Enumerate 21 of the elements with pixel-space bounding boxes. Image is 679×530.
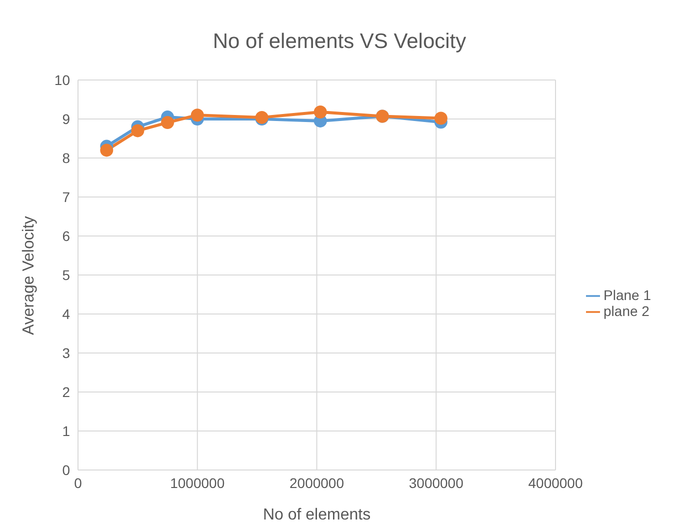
y-tick-label: 7 (62, 188, 70, 205)
y-tick-label: 9 (62, 110, 70, 127)
y-tick-label: 0 (62, 462, 70, 478)
y-tick-label: 3 (62, 344, 70, 361)
y-axis-title: Average Velocity (20, 216, 38, 335)
x-tick-label: 1000000 (170, 474, 225, 491)
x-axis-title: No of elements (262, 506, 371, 524)
legend-label: Plane 1 (604, 286, 651, 303)
y-tick-label: 6 (62, 228, 70, 244)
y-tick-label: 4 (62, 306, 70, 322)
x-tick-label: 2000000 (290, 474, 344, 491)
legend-label: plane 2 (604, 303, 650, 319)
y-tick-label: 1 (62, 422, 70, 439)
y-tick-label: 10 (54, 72, 70, 88)
y-tick-label: 5 (62, 266, 70, 283)
x-tick-label: 0 (74, 474, 82, 491)
chart-title: No of elements VS Velocity (212, 29, 468, 55)
y-tick-label: 8 (62, 150, 70, 166)
y-tick-label: 2 (62, 384, 70, 400)
x-tick-label: 4000000 (528, 474, 583, 491)
x-tick-label: 3000000 (408, 474, 464, 491)
